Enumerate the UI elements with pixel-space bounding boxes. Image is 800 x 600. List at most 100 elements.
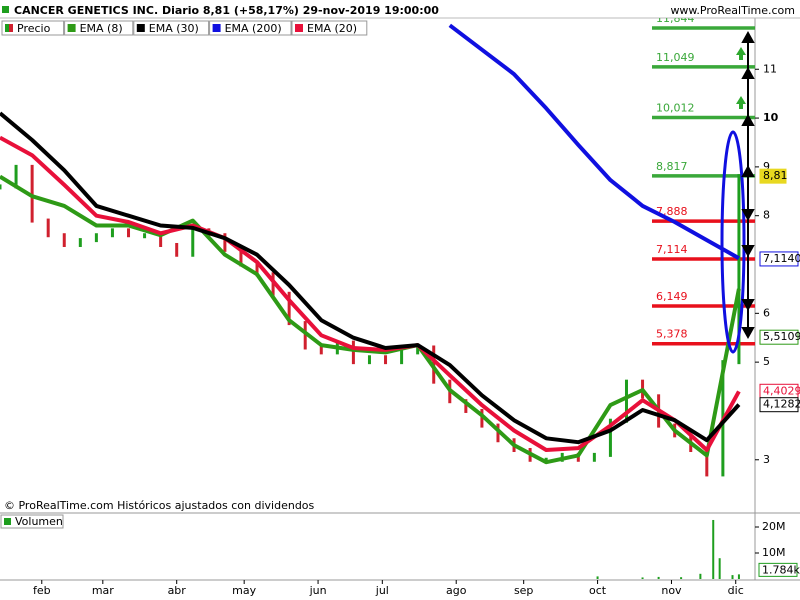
legend-swatch — [9, 24, 13, 32]
volume-bar — [680, 577, 683, 579]
price-label-box — [759, 397, 799, 413]
y-tick-label: 5 — [763, 355, 770, 368]
y-tick-label: 6 — [763, 306, 770, 319]
price-bar — [223, 233, 227, 252]
level-label: 5,378 — [656, 328, 688, 341]
legend-swatch — [212, 24, 221, 32]
legend-label: Precio — [17, 22, 51, 35]
price-bar — [287, 291, 291, 326]
x-tick-label: mar — [92, 584, 114, 597]
legend-label: EMA (200) — [225, 22, 282, 35]
price-label-box — [759, 168, 787, 184]
price-label: 5,5109 — [763, 330, 800, 343]
legend-box — [1, 20, 65, 36]
annotation-arrows — [741, 30, 755, 340]
legend-swatch — [67, 24, 76, 32]
price-bar — [351, 340, 355, 365]
volume-bar — [718, 558, 721, 579]
y-tick-label: 8 — [763, 209, 770, 222]
y-tick-label: 10 — [763, 111, 779, 124]
volume-bar — [731, 575, 734, 579]
chart-title: CANCER GENETICS INC. Diario 8,81 (+58,17… — [14, 4, 439, 17]
price-bar — [737, 174, 741, 365]
price-bar — [62, 233, 66, 247]
legend-swatch — [136, 24, 145, 32]
x-tick-label: ago — [446, 584, 467, 597]
price-bar — [319, 345, 323, 355]
price-bar — [624, 379, 628, 423]
price-bar — [191, 228, 195, 257]
price-bar — [159, 233, 163, 247]
legend-swatch — [295, 24, 303, 32]
x-tick-label: oct — [589, 584, 607, 597]
note: © ProRealTime.com Históricos ajustados c… — [4, 499, 315, 512]
price-bar — [367, 355, 371, 365]
price-bar — [94, 233, 98, 243]
price-bar — [384, 355, 388, 365]
x-tick-label: jun — [309, 584, 327, 597]
price-label: 4,4029 — [763, 384, 800, 397]
level-label: 11,049 — [656, 51, 695, 64]
x-tick-label: jul — [375, 584, 389, 597]
volume-bar — [657, 576, 660, 579]
legend-box — [133, 20, 210, 36]
volume-bar — [737, 574, 740, 579]
price-label-box — [759, 329, 799, 345]
y-tick-label: 11 — [763, 62, 777, 75]
price-bar — [239, 247, 243, 267]
price-bar — [30, 164, 34, 223]
volume-legend-swatch — [4, 518, 11, 525]
price-bar — [400, 350, 404, 365]
x-tick-label: may — [232, 584, 256, 597]
x-tick-label: nov — [661, 584, 682, 597]
level-label: 6,149 — [656, 290, 688, 303]
price-bar — [255, 262, 259, 277]
level-label: 10,012 — [656, 101, 695, 114]
price-bar — [416, 345, 420, 355]
legend-label: EMA (8) — [80, 22, 123, 35]
ema-line — [448, 23, 740, 260]
price-bar — [78, 238, 82, 247]
legend-label: EMA (30) — [149, 22, 199, 35]
legend-box — [291, 20, 368, 36]
price-bar — [592, 452, 596, 462]
x-tick-label: dic — [728, 584, 744, 597]
price-bar — [143, 233, 147, 239]
up-arrows — [736, 47, 746, 109]
price-label: 8,81 — [763, 169, 788, 182]
volume-bar — [699, 573, 702, 579]
price-bar — [480, 408, 484, 428]
annotation-ellipse — [720, 130, 746, 354]
volume-last-label: 1.784k — [762, 563, 800, 576]
price-panel: 11,84411,04910,0128,8177,8887,1146,1495,… — [0, 12, 755, 477]
price-bar — [127, 228, 131, 238]
legend-box — [209, 20, 292, 36]
volume-tick-label: 20M — [762, 520, 786, 533]
arrow-heads — [741, 30, 755, 340]
volume-legend-box — [0, 514, 64, 529]
price-label: 7,1140 — [763, 252, 800, 265]
volume-bar — [712, 519, 715, 579]
volume-bar — [596, 576, 599, 579]
title-icon — [2, 6, 9, 13]
x-tick-label: sep — [514, 584, 533, 597]
plot: 11,84411,04910,0128,8177,8887,1146,1495,… — [0, 12, 779, 597]
price-bar — [46, 218, 50, 238]
price-label-box — [759, 251, 799, 267]
legend-box — [64, 20, 134, 36]
price-bar — [705, 448, 709, 477]
price-label: 4,1282 — [763, 398, 800, 411]
volume-tick-label: 10M — [762, 546, 786, 559]
y-tick-label: 9 — [763, 160, 770, 173]
price-bar — [0, 184, 2, 190]
price-bar — [14, 164, 18, 189]
volume-bar — [641, 577, 644, 579]
x-tick-label: feb — [33, 584, 51, 597]
up-arrow — [736, 47, 746, 109]
price-bar — [464, 399, 468, 413]
level-label: 11,844 — [656, 12, 695, 25]
legend-swatch — [5, 24, 9, 32]
price-bar — [608, 418, 612, 457]
